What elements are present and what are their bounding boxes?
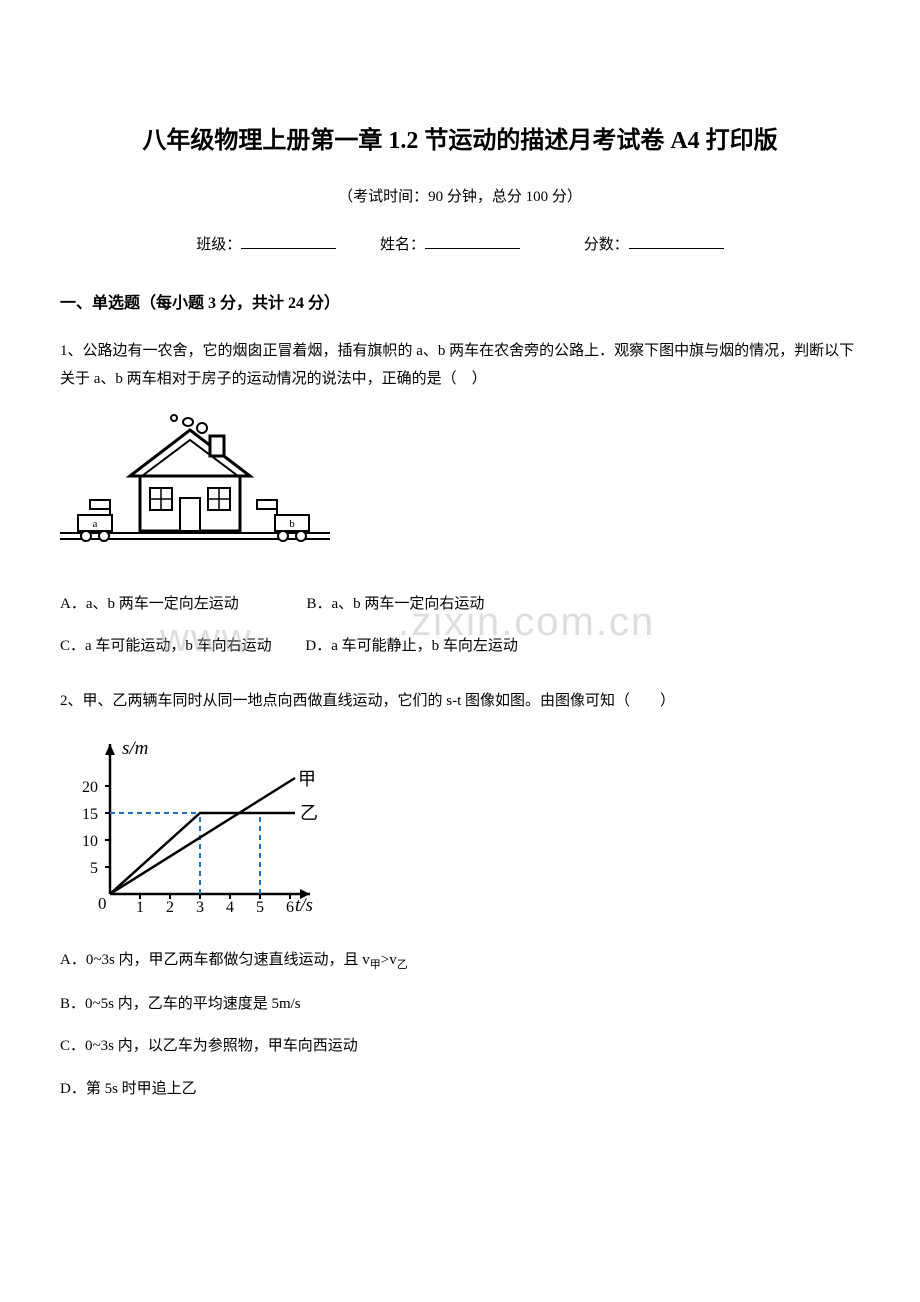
class-label: 班级： [196,233,241,254]
svg-text:乙: 乙 [300,803,318,823]
class-blank [241,232,336,249]
name-blank [425,232,520,249]
q2-stem: 2、甲、乙两辆车同时从同一地点向西做直线运动，它们的 s-t 图像如图。由图像可… [60,687,860,716]
q2-optD: D．第 5s 时甲追上乙 [60,1075,860,1104]
origin-label: 0 [98,894,107,913]
svg-text:15: 15 [82,806,98,823]
score-label: 分数： [584,233,629,254]
svg-text:2: 2 [166,899,174,916]
svg-text:b: b [289,518,295,530]
x-axis-label: t/s [295,895,313,916]
svg-text:甲: 甲 [298,769,316,789]
section1-header: 一、单选题（每小题 3 分，共计 24 分） [60,289,860,313]
q2-optB: B．0~5s 内，乙车的平均速度是 5m/s [60,990,860,1019]
q1-optA: A．a、b 两车一定向左运动 [60,590,239,619]
doc-subtitle: （考试时间：90 分钟，总分 100 分） [60,185,860,206]
svg-text:5: 5 [90,860,98,877]
score-blank [629,232,724,249]
doc-title: 八年级物理上册第一章 1.2 节运动的描述月考试卷 A4 打印版 [60,120,860,155]
q1-optC: C．a 车可能运动，b 车向右运动 [60,632,272,661]
y-axis-label: s/m [122,738,148,759]
q1-figure: a b [60,408,860,568]
svg-text:4: 4 [226,899,234,916]
svg-text:10: 10 [82,833,98,850]
svg-text:1: 1 [136,899,144,916]
q2-optA: A．0~3s 内，甲乙两车都做匀速直线运动，且 v甲>v乙 [60,946,860,976]
svg-text:a: a [93,518,98,530]
q1-optD: D．a 车可能静止，b 车向左运动 [305,632,518,661]
fields-row: 班级： 姓名： 分数： [60,232,860,254]
q1-row-ab: A．a、b 两车一定向左运动 B．a、b 两车一定向右运动 [60,590,860,619]
q1-optB: B．a、b 两车一定向右运动 [307,590,485,619]
svg-text:5: 5 [256,899,264,916]
name-label: 姓名： [380,233,425,254]
svg-text:3: 3 [196,899,204,916]
q1-stem: 1、公路边有一农舍，它的烟囱正冒着烟，插有旗帜的 a、b 两车在农舍旁的公路上．… [60,337,860,394]
svg-text:20: 20 [82,779,98,796]
svg-text:6: 6 [286,899,294,916]
q1-row-cd: C．a 车可能运动，b 车向右运动 D．a 车可能静止，b 车向左运动 [60,632,860,661]
q2-optC: C．0~3s 内，以乙车为参照物，甲车向西运动 [60,1032,860,1061]
q2-figure: s/m t/s 0 5 10 15 20 1 2 3 4 5 6 乙 [60,729,860,924]
